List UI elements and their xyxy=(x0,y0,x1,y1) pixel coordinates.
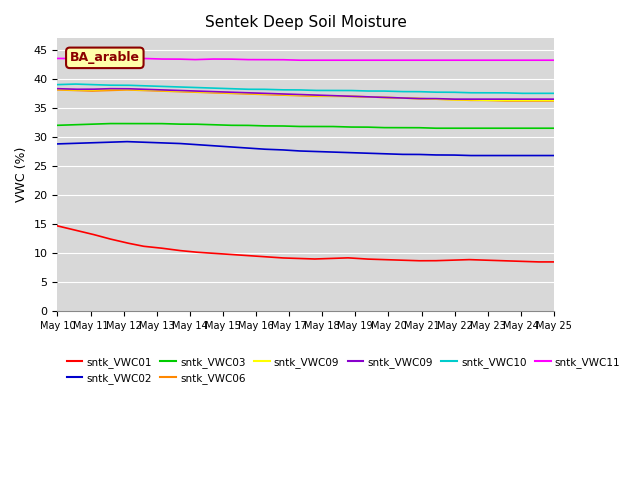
Y-axis label: VWC (%): VWC (%) xyxy=(15,147,28,203)
Text: BA_arable: BA_arable xyxy=(70,51,140,64)
Title: Sentek Deep Soil Moisture: Sentek Deep Soil Moisture xyxy=(205,15,406,30)
Legend: sntk_VWC01, sntk_VWC02, sntk_VWC03, sntk_VWC06, sntk_VWC09, sntk_VWC09, sntk_VWC: sntk_VWC01, sntk_VWC02, sntk_VWC03, sntk… xyxy=(63,353,625,388)
